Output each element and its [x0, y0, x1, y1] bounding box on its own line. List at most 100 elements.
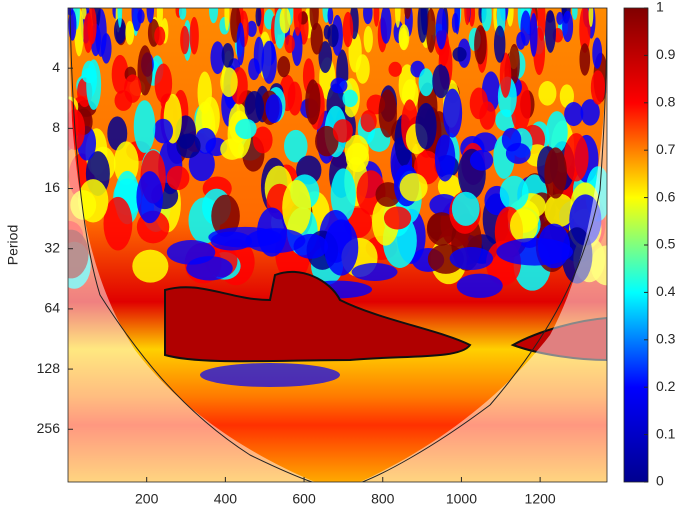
- x-tick-label: 200: [135, 491, 159, 507]
- texture-blob: [590, 70, 606, 105]
- texture-blob: [125, 20, 135, 45]
- texture-blob: [451, 191, 480, 226]
- texture-blob: [330, 77, 348, 94]
- texture-blob: [544, 147, 567, 199]
- colorbar-tick-label: 0: [656, 473, 664, 489]
- colorbar-tick-label: 0.5: [656, 236, 676, 252]
- texture-blob: [481, 8, 492, 32]
- texture-blob: [287, 81, 303, 116]
- texture-blob: [100, 33, 112, 64]
- contour: [164, 270, 472, 363]
- texture-blob: [189, 16, 199, 55]
- x-tick-label: 1200: [525, 491, 556, 507]
- texture-blob: [136, 171, 164, 224]
- texture-blob: [435, 8, 447, 50]
- texture-blob: [345, 142, 370, 173]
- texture-blob: [248, 58, 260, 81]
- texture-blob: [506, 8, 514, 27]
- texture-blob: [363, 8, 373, 25]
- texture-blob: [501, 127, 522, 152]
- texture-blob: [571, 8, 578, 20]
- y-tick-label: 128: [37, 360, 61, 376]
- texture-blob: [588, 8, 594, 28]
- texture-blob: [378, 89, 397, 138]
- texture-blob: [209, 8, 219, 24]
- y-axis-label: Period: [5, 225, 21, 265]
- texture-blob: [546, 111, 568, 154]
- texture-blob: [146, 8, 155, 23]
- texture-blob: [176, 133, 201, 159]
- texture-blob: [330, 168, 356, 222]
- texture-blob: [579, 43, 591, 76]
- texture-blob: [559, 84, 574, 108]
- texture-blob: [544, 10, 556, 53]
- plot-frame: [67, 7, 608, 483]
- texture-blob: [399, 173, 428, 202]
- texture-blob: [305, 79, 321, 125]
- texture-blob: [137, 45, 153, 96]
- texture-blob: [454, 8, 461, 35]
- texture-blob: [81, 8, 87, 20]
- texture-blob: [508, 43, 520, 84]
- texture-blob: [210, 41, 225, 75]
- texture-blob: [68, 9, 77, 41]
- texture-blob: [261, 40, 277, 84]
- texture-blob: [252, 126, 273, 154]
- texture-blob: [154, 26, 166, 46]
- texture-blob: [380, 8, 392, 44]
- texture-blob: [417, 8, 428, 43]
- y-tick-label: 8: [52, 119, 60, 135]
- texture-blob: [529, 12, 538, 57]
- colorbar-tick-label: 0.1: [656, 425, 676, 441]
- texture-blob: [277, 56, 291, 78]
- texture-blob: [315, 125, 339, 157]
- texture-blob: [77, 179, 109, 223]
- texture-blob: [456, 273, 503, 298]
- texture-blob: [309, 8, 319, 31]
- x-tick-label: 400: [214, 491, 238, 507]
- texture-blob: [426, 212, 457, 246]
- texture-blob: [474, 24, 487, 65]
- texture-blob: [83, 13, 94, 53]
- texture-blob: [442, 88, 463, 138]
- texture-blob: [113, 17, 127, 44]
- texture-blob: [279, 8, 291, 34]
- texture-blob: [332, 119, 353, 143]
- colorbar-tick-label: 0.4: [656, 283, 676, 299]
- texture-blob: [360, 110, 377, 133]
- texture-blob: [86, 59, 102, 110]
- texture-blob: [235, 118, 257, 140]
- texture-blob: [154, 63, 173, 104]
- texture-blob: [103, 196, 133, 251]
- texture-blob: [418, 68, 434, 97]
- texture-blob: [351, 263, 398, 281]
- texture-blob: [564, 133, 589, 182]
- texture-blob: [291, 26, 303, 67]
- texture-blob: [342, 89, 358, 108]
- texture-blob: [363, 25, 373, 53]
- colorbar-tick-label: 1: [656, 0, 664, 15]
- texture-blob: [432, 64, 450, 99]
- texture-blob: [131, 8, 142, 32]
- texture-blob: [520, 10, 532, 46]
- texture-blob: [398, 27, 408, 50]
- texture-blob: [479, 101, 496, 130]
- texture-blob: [293, 8, 302, 37]
- texture-blob: [538, 81, 557, 106]
- texture-blob: [284, 129, 308, 163]
- texture-blob: [265, 94, 283, 124]
- texture-blob: [221, 42, 234, 68]
- texture-blob: [124, 74, 142, 103]
- texture-blob: [452, 46, 467, 62]
- texture-blob: [493, 25, 506, 63]
- texture-blob: [404, 8, 411, 20]
- colorbar-tick-label: 0.2: [656, 378, 676, 394]
- x-tick-label: 600: [292, 491, 316, 507]
- texture-blob: [564, 102, 584, 127]
- colorbar-tick-label: 0.3: [656, 331, 676, 347]
- texture-blob: [355, 54, 370, 84]
- texture-blob: [246, 20, 257, 37]
- colorbar-tick-label: 0.7: [656, 141, 676, 157]
- texture-blob: [236, 22, 245, 66]
